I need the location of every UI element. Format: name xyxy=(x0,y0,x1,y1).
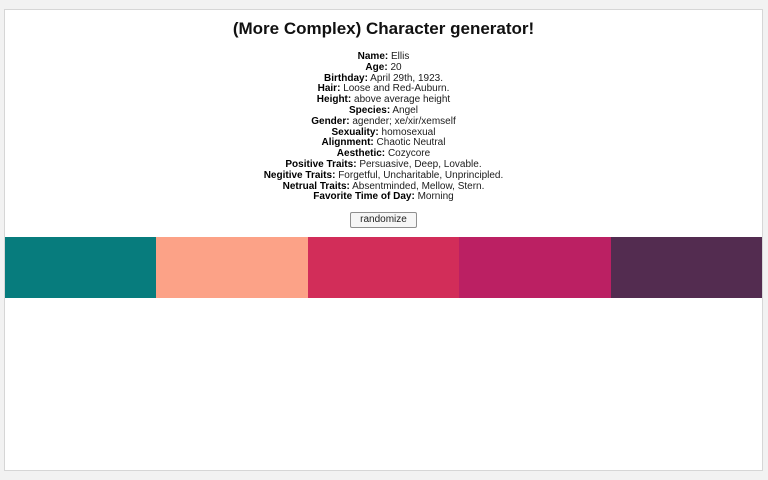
field-label: Sexuality: xyxy=(331,126,379,138)
palette-swatch xyxy=(307,237,460,299)
character-generator-page: (More Complex) Character generator! Name… xyxy=(4,9,763,471)
color-palette-strip xyxy=(5,237,763,299)
field-label: Name: xyxy=(357,51,389,62)
field-value: Cozycore xyxy=(387,148,431,160)
field-label: Favorite Time of Day: xyxy=(313,191,415,203)
character-field: Gender: agender; xe/xir/xemself xyxy=(5,115,762,128)
field-label: Species: xyxy=(349,104,391,116)
character-field: Alignment: Chaotic Neutral xyxy=(5,137,762,149)
character-stats: Name: Ellis Age: 20 Birthday: April 29th, … xyxy=(5,51,762,203)
field-label: Age: xyxy=(365,61,388,73)
field-label: Height: xyxy=(316,94,352,106)
field-label: Positive Traits: xyxy=(285,158,357,170)
character-field: Negitive Traits: Forgetful, Uncharitable… xyxy=(5,169,762,182)
field-label: Alignment: xyxy=(321,137,374,149)
page-title: (More Complex) Character generator! xyxy=(232,19,535,38)
field-label: Birthday: xyxy=(324,72,368,84)
character-field: Positive Traits: Persuasive, Deep, Lovab… xyxy=(5,158,762,171)
character-field: Netrual Traits: Absentminded, Mellow, St… xyxy=(5,180,762,193)
randomize-button[interactable]: randomize xyxy=(350,212,417,229)
field-label: Hair: xyxy=(317,83,341,95)
character-field: Hair: Loose and Red-Auburn. xyxy=(5,83,762,95)
field-value: Chaotic Neutral xyxy=(376,137,446,149)
palette-swatch xyxy=(5,237,157,299)
field-label: Netrual Traits: xyxy=(282,180,350,192)
field-label: Gender: xyxy=(311,115,350,127)
field-value: Absentminded, Mellow, Stern. xyxy=(352,180,485,192)
palette-swatch xyxy=(459,237,611,299)
field-value: agender; xe/xir/xemself xyxy=(352,115,456,127)
character-field: Sexuality: homosexual xyxy=(5,126,762,139)
field-value: Forgetful, Uncharitable, Unprincipled. xyxy=(338,169,504,181)
field-label: Negitive Traits: xyxy=(263,169,336,181)
palette-swatch xyxy=(156,237,308,299)
character-field: Aesthetic: Cozycore xyxy=(5,148,762,160)
field-value: Loose and Red-Auburn. xyxy=(343,83,450,95)
character-field: Height: above average height xyxy=(5,94,762,106)
field-value: above average height xyxy=(354,94,451,106)
character-field: Birthday: April 29th, 1923. xyxy=(5,72,762,85)
character-field: Species: Angel xyxy=(5,104,762,117)
character-field: Name: Ellis xyxy=(5,51,762,63)
field-value: Morning xyxy=(417,191,454,203)
field-value: Persuasive, Deep, Lovable. xyxy=(359,158,482,170)
field-value: 20 xyxy=(390,61,402,73)
palette-swatch xyxy=(610,237,763,299)
character-field: Age: 20 xyxy=(5,61,762,74)
field-value: homosexual xyxy=(381,126,436,138)
field-value: April 29th, 1923. xyxy=(370,72,443,84)
character-field: Favorite Time of Day: Morning xyxy=(5,191,762,203)
field-value: Angel xyxy=(392,104,418,116)
field-value: Ellis xyxy=(391,51,410,62)
field-label: Aesthetic: xyxy=(336,148,386,160)
